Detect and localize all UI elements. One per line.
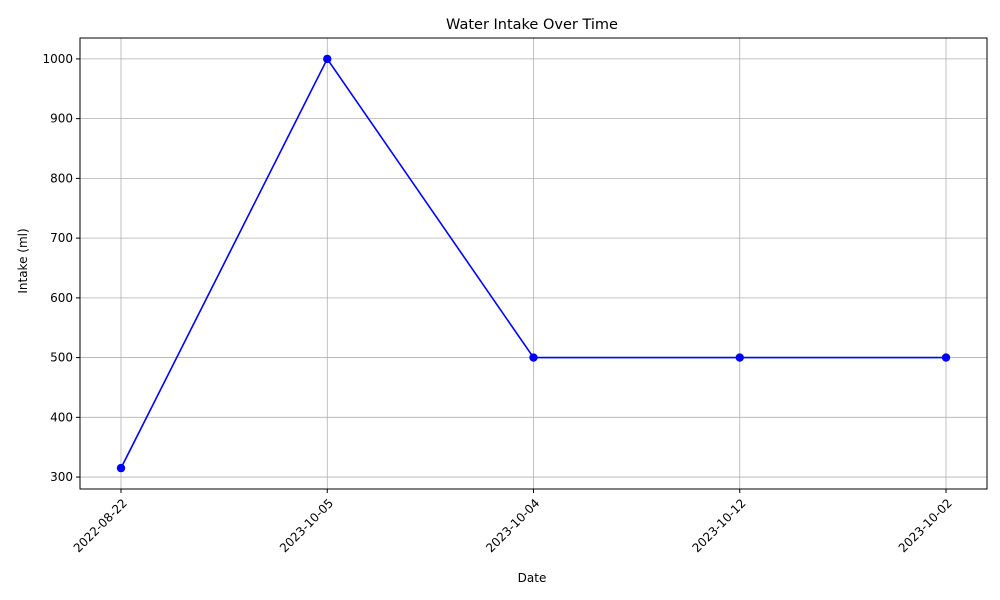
y-tick-label: 400 [50,410,73,424]
y-axis-ticks: 300 400 500 600 700 800 900 1000 [42,52,80,484]
chart-title: Water Intake Over Time [446,17,618,33]
y-axis-label: Intake (ml) [16,228,30,293]
data-point [116,463,126,473]
y-tick-label: 300 [50,470,73,484]
y-tick-label: 1000 [42,52,73,66]
grid-lines [80,38,987,489]
data-point [735,353,744,362]
y-tick-label: 600 [50,291,73,305]
series-layer [116,54,951,473]
y-tick-label: 700 [50,231,73,245]
data-point [941,353,951,362]
data-point [529,353,538,362]
x-axis-label: Date [518,571,547,585]
data-point [323,54,332,64]
y-tick-label: 500 [50,351,73,365]
y-tick-label: 900 [50,112,73,126]
y-tick-label: 800 [50,171,73,185]
